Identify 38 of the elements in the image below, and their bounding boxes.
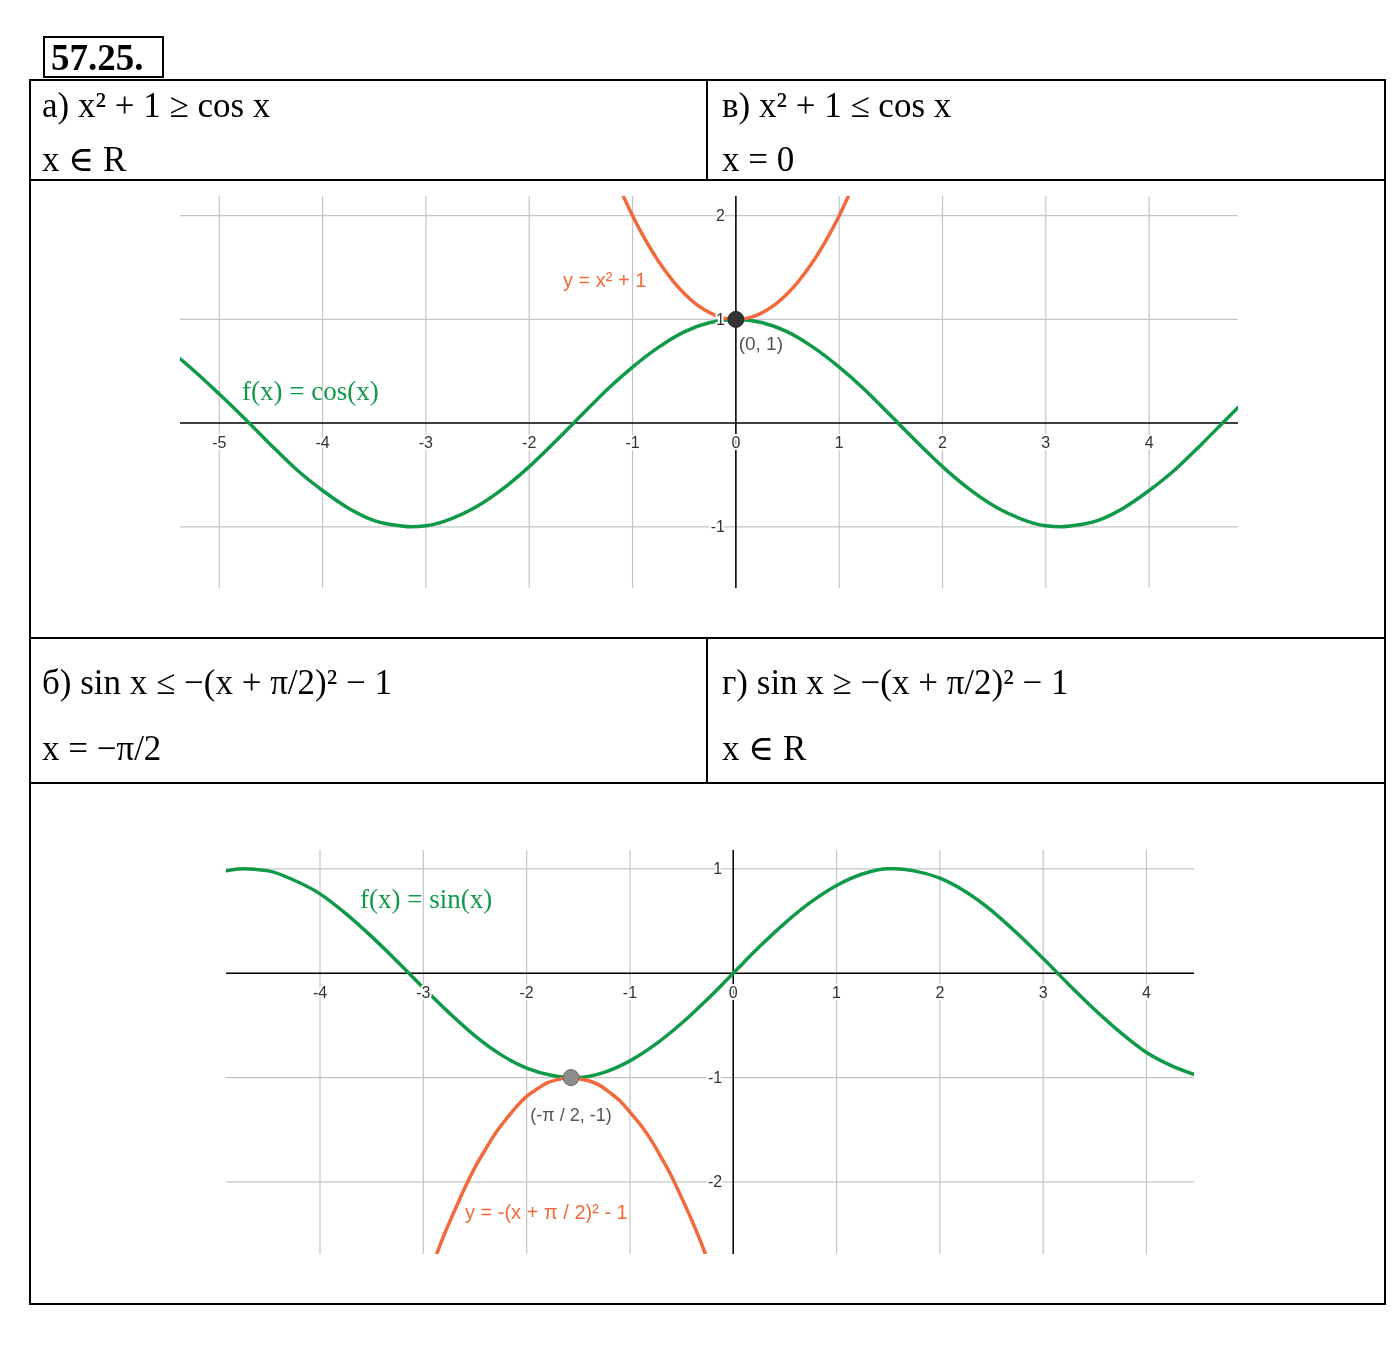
x-tick-label: -5	[212, 434, 227, 452]
x-tick-label: 1	[834, 434, 844, 452]
x-tick-label: 4	[1142, 984, 1152, 1002]
x-tick-label: -3	[418, 434, 434, 452]
x-tick-label: 3	[1041, 434, 1051, 452]
series-label: f(x) = cos(x)	[242, 376, 379, 406]
x-tick-label: -4	[315, 434, 330, 452]
x-tick-label: 3	[1038, 984, 1048, 1002]
y-tick-label: 1	[715, 310, 725, 328]
x-tick-label: -1	[625, 434, 640, 452]
text: x = 0	[722, 140, 795, 179]
x-tick-label: -1	[622, 984, 638, 1002]
text: в) x² + 1 ≤ cos x	[722, 86, 952, 125]
series-label: f(x) = sin(x)	[360, 884, 493, 914]
x-tick-label: 2	[938, 434, 948, 452]
y-tick-label: -1	[708, 1069, 723, 1087]
text: а) x² + 1 ≥ cos x	[42, 86, 271, 125]
y-tick-label: -2	[708, 1173, 723, 1191]
x-tick-label: -4	[312, 984, 328, 1002]
text: б) sin x ≤ −(x + π/2)² − 1	[42, 663, 392, 702]
series-label: y = -(x + π / 2)² - 1	[465, 1201, 628, 1223]
text: x = −π/2	[42, 729, 162, 768]
x-tick-label: -2	[522, 434, 537, 452]
x-tick-label: 1	[832, 984, 842, 1002]
series-label: y = x² + 1	[563, 269, 647, 291]
y-tick-label: -1	[710, 518, 725, 536]
x-tick-label: 4	[1144, 434, 1154, 452]
annotation: (0, 1)	[738, 333, 784, 355]
text: x ∈ R	[42, 140, 127, 179]
y-tick-label: 2	[715, 207, 725, 225]
text: г) sin x ≥ −(x + π/2)² − 1	[722, 663, 1069, 702]
text: x ∈ R	[722, 729, 807, 768]
y-tick-label: 1	[713, 860, 723, 878]
x-tick-label: -3	[416, 984, 431, 1002]
x-tick-label: -2	[519, 984, 534, 1002]
text: 57.25.	[51, 37, 144, 78]
annotation: (-π / 2, -1)	[530, 1104, 612, 1125]
x-tick-label: 2	[935, 984, 945, 1002]
